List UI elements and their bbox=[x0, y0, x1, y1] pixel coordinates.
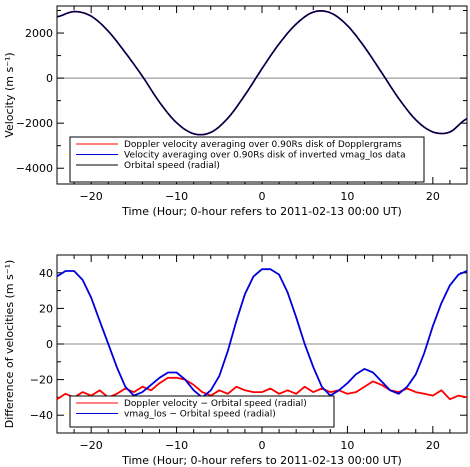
y-tick-label: −2000 bbox=[16, 117, 53, 130]
y-tick-label: 40 bbox=[39, 267, 53, 280]
x-tick-label: 0 bbox=[259, 190, 266, 203]
legend-label: Velocity averaging over 0.90Rs disk of i… bbox=[124, 151, 406, 161]
y-tick-label: 2000 bbox=[25, 27, 53, 40]
legend-box bbox=[69, 395, 335, 428]
legend-label: Orbital speed (radial) bbox=[124, 161, 220, 171]
x-tick-label: 0 bbox=[259, 439, 266, 452]
x-tick-label: 20 bbox=[426, 439, 440, 452]
y-tick-label: −40 bbox=[30, 409, 53, 422]
top-series-lines bbox=[56, 10, 468, 136]
bottom-difference-chart: −20 −10 0 10 20 −40 −20 0 20 40 Time (Hour; 0-hou… bbox=[3, 254, 468, 467]
bottom-y-axis-label: Difference of velocities (m s⁻¹) bbox=[3, 260, 16, 429]
bottom-legend: Doppler velocity − Orbital speed (radial… bbox=[69, 395, 335, 428]
x-tick-label: 10 bbox=[340, 190, 354, 203]
x-tick-label: −10 bbox=[165, 439, 188, 452]
bottom-series-lines bbox=[56, 268, 468, 401]
y-tick-label: −20 bbox=[30, 374, 53, 387]
x-tick-label: 20 bbox=[426, 190, 440, 203]
x-tick-label: −20 bbox=[80, 439, 103, 452]
series-line-2 bbox=[56, 10, 468, 136]
series-line-1 bbox=[56, 376, 468, 401]
legend-box bbox=[69, 136, 425, 183]
x-tick-label: −20 bbox=[80, 190, 103, 203]
legend-label: Doppler velocity averaging over 0.90Rs d… bbox=[124, 140, 402, 150]
series-line-1 bbox=[56, 10, 468, 136]
bottom-x-axis-label: Time (Hour; 0-hour refers to 2011-02-13 … bbox=[121, 454, 402, 467]
y-tick-label: 0 bbox=[46, 338, 53, 351]
legend-label: Doppler velocity − Orbital speed (radial… bbox=[124, 399, 307, 409]
series-line-3 bbox=[56, 10, 468, 136]
top-y-axis-label: Velocity (m s⁻¹) bbox=[3, 52, 16, 137]
bottom-axis-ticks: −20 −10 0 10 20 −40 −20 0 20 40 bbox=[30, 254, 467, 452]
x-tick-label: −10 bbox=[165, 190, 188, 203]
series-line-2 bbox=[56, 268, 468, 399]
top-x-axis-label: Time (Hour; 0-hour refers to 2011-02-13 … bbox=[121, 205, 402, 218]
legend-label: vmag_los − Orbital speed (radial) bbox=[124, 410, 276, 420]
top-velocity-chart: −20 −10 0 10 20 −4000 −2000 0 2000 Time (Hour; 0… bbox=[3, 5, 468, 218]
top-legend: Doppler velocity averaging over 0.90Rs d… bbox=[69, 136, 425, 183]
x-tick-label: 10 bbox=[340, 439, 354, 452]
y-tick-label: −4000 bbox=[16, 162, 53, 175]
y-tick-label: 0 bbox=[46, 72, 53, 85]
y-tick-label: 20 bbox=[39, 302, 53, 315]
